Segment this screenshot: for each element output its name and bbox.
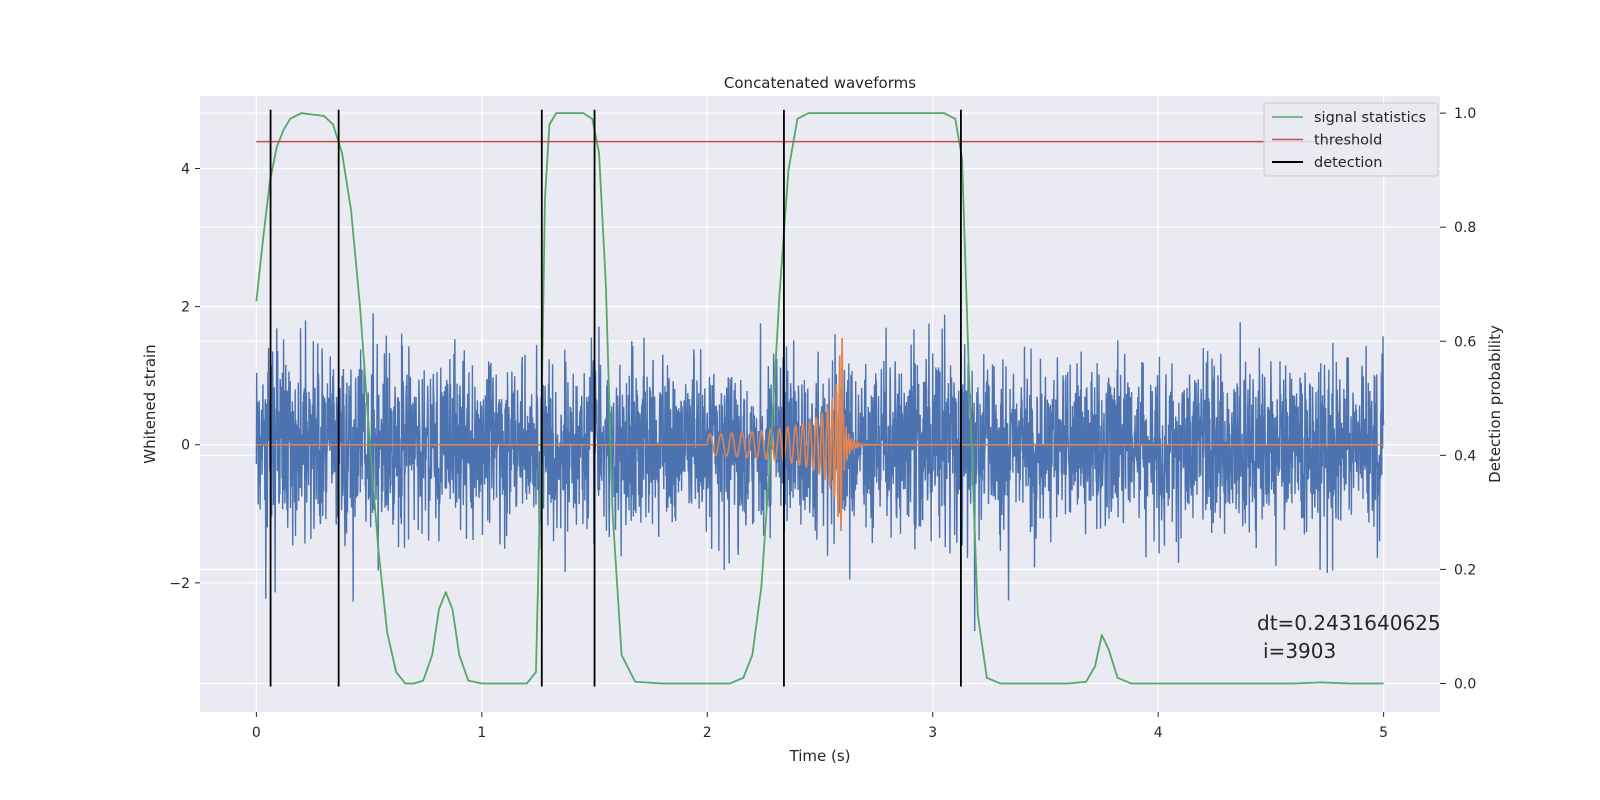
legend: signal statistics threshold detection — [1263, 102, 1439, 177]
legend-label-threshold: threshold — [1314, 133, 1382, 149]
legend-label-signal-statistics: signal statistics — [1314, 110, 1426, 126]
y-axis-right-title: Detection probability — [1486, 325, 1504, 483]
whitened-strain-line — [255, 313, 1385, 631]
x-tick-label: 5 — [1379, 725, 1388, 741]
series-signal-statistics — [255, 112, 1384, 685]
x-tick-label: 1 — [477, 725, 486, 741]
x-axis: 0 1 2 3 4 5 — [252, 712, 1388, 741]
y-left-tick-label: 0 — [181, 438, 190, 454]
x-tick-label: 4 — [1154, 725, 1163, 741]
annotation-dt: dt=0.2431640625 — [1257, 611, 1441, 635]
x-tick-label: 2 — [703, 725, 712, 741]
series-detection — [269, 109, 962, 687]
x-tick-label: 3 — [928, 725, 937, 741]
series-chirp-template — [256, 337, 1384, 532]
y-right-tick-label: 0.8 — [1454, 220, 1476, 236]
y-right-tick-label: 0.2 — [1454, 562, 1476, 578]
y-right-tick-label: 0.0 — [1454, 676, 1476, 692]
legend-box — [1263, 102, 1439, 177]
annotation-index: i=3903 — [1263, 639, 1336, 663]
x-tick-label: 0 — [252, 725, 261, 741]
y-right-tick-label: 1.0 — [1454, 106, 1476, 122]
legend-label-detection: detection — [1314, 155, 1382, 171]
y-left-tick-label: 2 — [181, 300, 190, 316]
chirp-template-line — [256, 337, 1384, 532]
y-right-tick-label: 0.4 — [1454, 448, 1476, 464]
y-axis-left: −2 0 2 4 — [169, 162, 200, 592]
y-left-tick-label: 4 — [181, 162, 190, 178]
series-whitened-strain — [255, 313, 1385, 631]
y-axis-left-title: Whitened strain — [141, 344, 159, 463]
y-right-tick-label: 0.6 — [1454, 334, 1476, 350]
y-left-tick-label: −2 — [169, 576, 190, 592]
chart-title: Concatenated waveforms — [724, 74, 916, 92]
y-axis-right: 0.0 0.2 0.4 0.6 0.8 1.0 — [1440, 106, 1476, 692]
signal-statistics-line — [255, 112, 1384, 685]
x-axis-title: Time (s) — [789, 747, 851, 765]
